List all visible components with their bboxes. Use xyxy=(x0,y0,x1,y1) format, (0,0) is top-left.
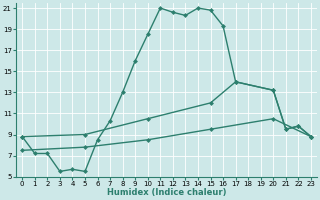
X-axis label: Humidex (Indice chaleur): Humidex (Indice chaleur) xyxy=(107,188,226,197)
